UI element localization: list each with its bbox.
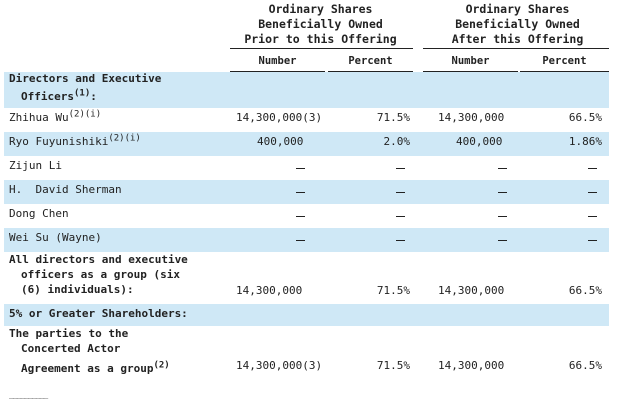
- section-directors-line2: Officers(1):: [21, 88, 97, 103]
- row-name: Dong Chen: [9, 207, 69, 220]
- row-name: Zijun Li: [9, 159, 62, 172]
- row-prior-number-dash: [296, 192, 305, 193]
- footnote-rule: __________: [9, 390, 48, 399]
- table-row-concerted-actor: The parties to the Concerted Actor Agree…: [4, 326, 609, 382]
- row-after-number-dash: [498, 192, 507, 193]
- group-total-line3: (6) individuals):: [21, 283, 134, 296]
- table-row-zijun-li: Zijun Li: [4, 156, 609, 181]
- row-prior-number-dash: [296, 216, 305, 217]
- concerted-prior-percent: 71.5%: [376, 359, 410, 372]
- concerted-line3: Agreement as a group(2): [21, 360, 170, 375]
- row-name: H. David Sherman: [9, 183, 122, 196]
- group-total-prior-percent: 71.5%: [376, 284, 410, 297]
- row-after-number: 14,300,000: [438, 111, 505, 124]
- row-prior-number: 14,300,000(3): [236, 111, 323, 124]
- header-prior-rule: [230, 48, 413, 49]
- col-rule-4: [520, 71, 609, 72]
- row-after-percent: 66.5%: [568, 111, 602, 124]
- table-row-dong-chen: Dong Chen: [4, 204, 609, 229]
- header-prior-offering: Ordinary Shares Beneficially Owned Prior…: [228, 2, 413, 47]
- section-shareholders: 5% or Greater Shareholders:: [4, 304, 609, 327]
- concerted-after-percent: 66.5%: [568, 359, 602, 372]
- group-total-prior-number: 14,300,000: [236, 284, 303, 297]
- row-after-percent-dash: [588, 216, 597, 217]
- row-name: Zhihua Wu(2)(i): [9, 109, 102, 124]
- section-directors: Directors and Executive Officers(1):: [4, 72, 609, 109]
- col-header-after-percent: Percent: [542, 55, 587, 67]
- group-total-line1: All directors and executive: [9, 253, 188, 266]
- header-after-rule: [423, 48, 609, 49]
- header-after-line1: Ordinary Shares: [465, 2, 570, 16]
- row-prior-number-dash: [296, 240, 305, 241]
- row-after-percent-dash: [588, 192, 597, 193]
- table-row-david-sherman: H. David Sherman: [4, 180, 609, 205]
- row-prior-percent: 71.5%: [376, 111, 410, 124]
- row-prior-number-dash: [296, 168, 305, 169]
- concerted-line2: Concerted Actor: [21, 342, 121, 355]
- col-header-after-number: Number: [451, 55, 490, 67]
- row-name: Ryo Fuyunishiki(2)(i): [9, 133, 141, 148]
- header-prior-line3: Prior to this Offering: [244, 32, 397, 46]
- table-row-zhihua-wu: Zhihua Wu(2)(i) 14,300,000(3) 71.5% 14,3…: [4, 108, 609, 133]
- row-prior-percent-dash: [396, 192, 405, 193]
- concerted-prior-number: 14,300,000(3): [236, 359, 323, 372]
- section-directors-line1: Directors and Executive: [9, 72, 162, 85]
- row-prior-percent-dash: [396, 168, 405, 169]
- header-after-offering: Ordinary Shares Beneficially Owned After…: [425, 2, 610, 47]
- col-rule-2: [328, 71, 413, 72]
- group-total-line2: officers as a group (six: [21, 268, 180, 281]
- col-rule-3: [423, 71, 518, 72]
- table-row-wei-su: Wei Su (Wayne): [4, 228, 609, 253]
- row-after-percent-dash: [588, 240, 597, 241]
- group-total-after-number: 14,300,000: [438, 284, 505, 297]
- row-after-number-dash: [498, 216, 507, 217]
- row-name: Wei Su (Wayne): [9, 231, 102, 244]
- header-prior-line2: Beneficially Owned: [258, 17, 383, 31]
- col-rule-1: [230, 71, 325, 72]
- concerted-line1: The parties to the: [9, 327, 129, 340]
- row-after-percent-dash: [588, 168, 597, 169]
- table-row-ryo-fuyunishiki: Ryo Fuyunishiki(2)(i) 400,000 2.0% 400,0…: [4, 132, 609, 157]
- header-after-line3: After this Offering: [451, 32, 584, 46]
- row-after-number: 400,000: [456, 135, 503, 148]
- row-after-percent: 1.86%: [568, 135, 602, 148]
- row-prior-percent: 2.0%: [383, 135, 411, 148]
- group-total-after-percent: 66.5%: [568, 284, 602, 297]
- row-prior-percent-dash: [396, 240, 405, 241]
- header-prior-line1: Ordinary Shares: [268, 2, 373, 16]
- row-after-number-dash: [498, 240, 507, 241]
- row-after-number-dash: [498, 168, 507, 169]
- row-prior-number: 400,000: [257, 135, 304, 148]
- table-row-group-total: All directors and executive officers as …: [4, 252, 609, 305]
- header-after-line2: Beneficially Owned: [455, 17, 580, 31]
- section-shareholders-label: 5% or Greater Shareholders:: [9, 307, 188, 320]
- concerted-after-number: 14,300,000: [438, 359, 505, 372]
- col-header-prior-percent: Percent: [348, 55, 393, 67]
- row-prior-percent-dash: [396, 216, 405, 217]
- col-header-prior-number: Number: [258, 55, 297, 67]
